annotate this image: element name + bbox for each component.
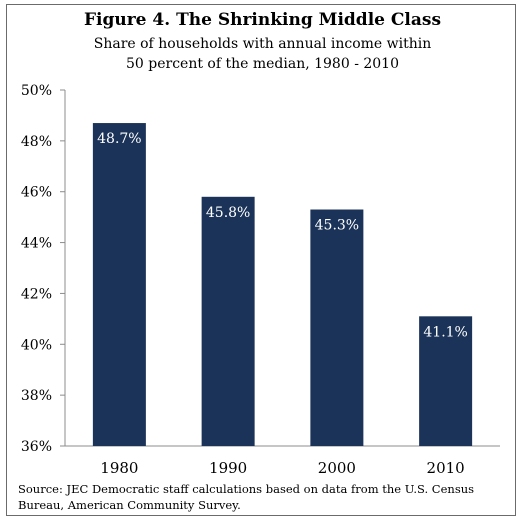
y-tick-label: 44%: [21, 236, 52, 252]
y-tick-label: 50%: [21, 83, 52, 99]
y-tick-label: 46%: [21, 185, 52, 201]
x-tick-label: 2000: [318, 459, 356, 477]
subtitle-line-1: Share of households with annual income w…: [93, 36, 432, 52]
x-tick-label: 2010: [427, 459, 465, 477]
bar-value-label: 41.1%: [423, 324, 467, 340]
chart-title: Figure 4. The Shrinking Middle Class: [83, 10, 442, 30]
bar: [92, 123, 146, 447]
bar-value-label: 45.8%: [206, 205, 250, 221]
bar-value-label: 48.7%: [97, 131, 141, 147]
source-note: Source: JEC Democratic staff calculation…: [18, 481, 508, 513]
chart-subtitle: Share of households with annual income w…: [0, 34, 525, 74]
y-tick-label: 48%: [21, 134, 52, 150]
bar-value-label: 45.3%: [315, 218, 359, 234]
source-line-2: Bureau, American Community Survey.: [18, 498, 241, 512]
y-tick-label: 40%: [21, 337, 52, 353]
x-tick-label: 1980: [100, 459, 138, 477]
subtitle-line-2: 50 percent of the median, 1980 - 2010: [125, 56, 399, 72]
bar: [419, 316, 473, 446]
y-tick-label: 42%: [21, 286, 52, 302]
bar: [310, 209, 364, 446]
bar: [201, 196, 255, 446]
y-tick-label: 38%: [21, 388, 52, 404]
y-tick-label: 36%: [21, 439, 52, 455]
x-tick-label: 1990: [209, 459, 247, 477]
source-line-1: Source: JEC Democratic staff calculation…: [18, 482, 475, 496]
